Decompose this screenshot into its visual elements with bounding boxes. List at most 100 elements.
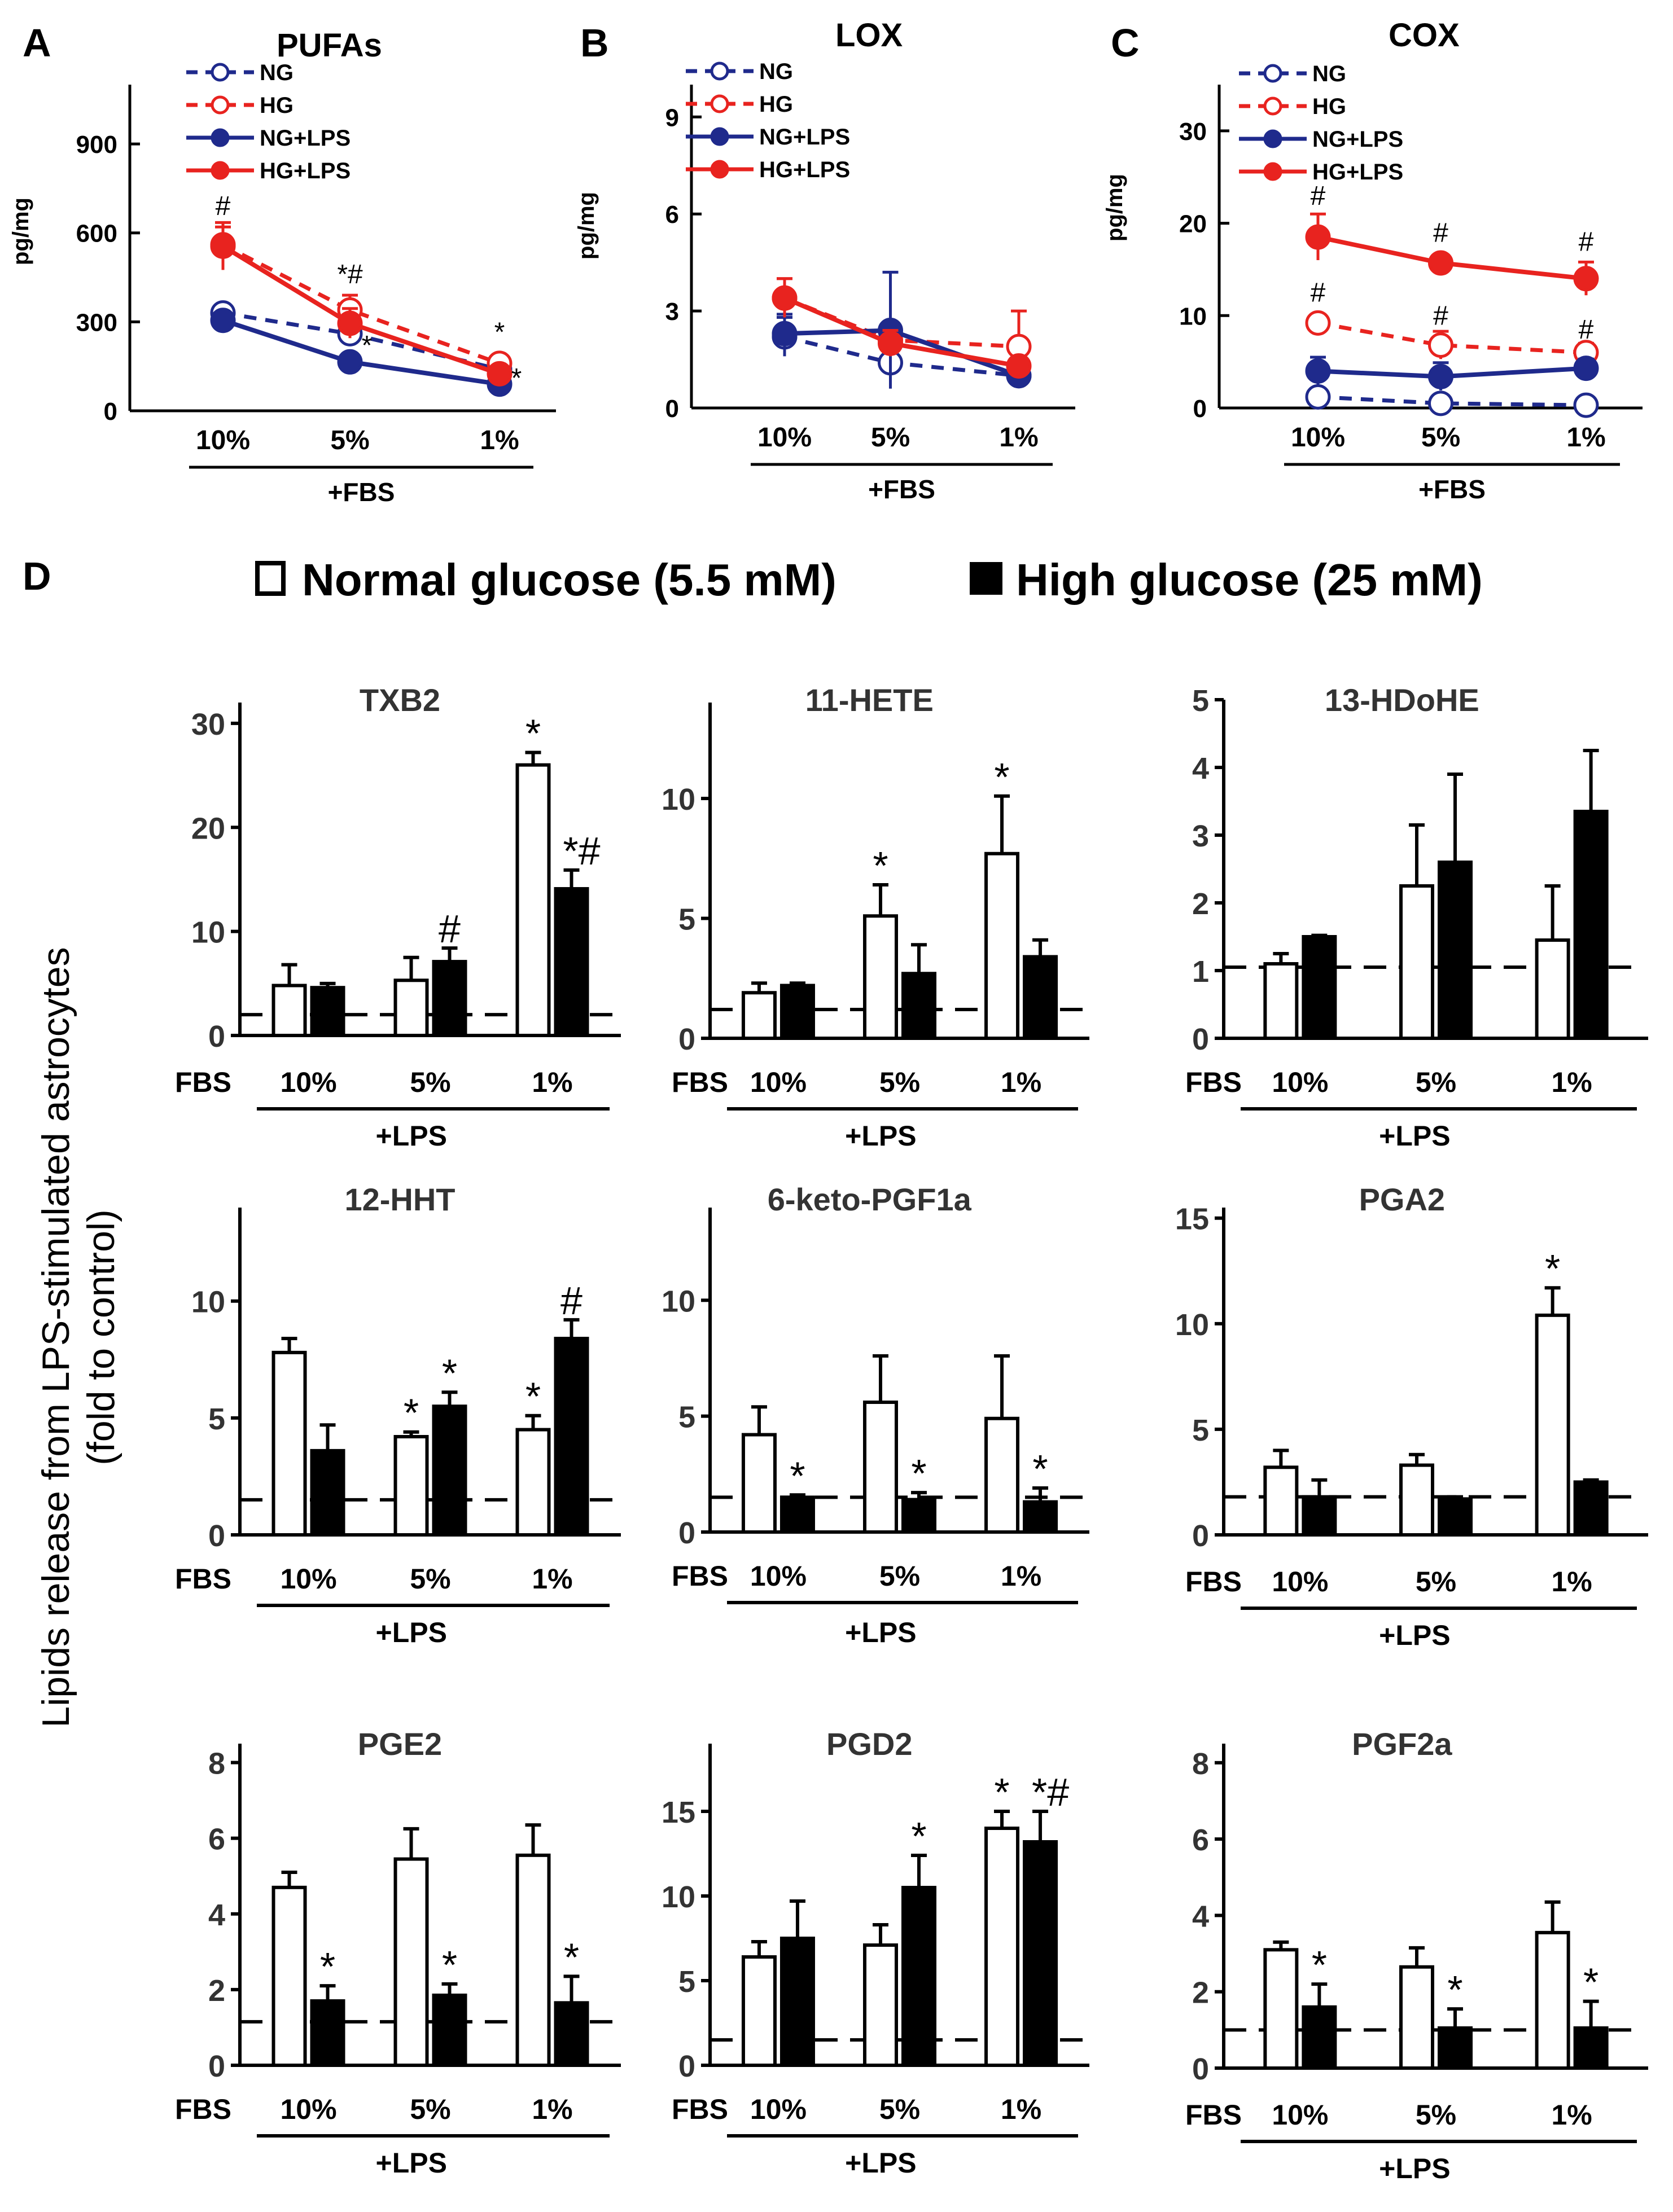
significance-mark: # — [1311, 181, 1326, 211]
x-tick-label: 1% — [1566, 423, 1605, 453]
y-tick-label: 0 — [1192, 1519, 1209, 1553]
bar-high-glucose — [901, 1886, 936, 2067]
bar-high-glucose — [1023, 1500, 1058, 1534]
y-tick-label: 300 — [76, 309, 117, 336]
x-tick-label: 10% — [750, 2094, 807, 2125]
data-point — [772, 285, 798, 311]
x-tick-label: 10% — [1291, 423, 1345, 453]
bar-normal-glucose — [515, 1853, 551, 2067]
line-panel-B: B LOX 0 3 6 9 pg/mg 10% 5% 1% +FBS NG HG NG+LPS HG+LPS — [574, 17, 1075, 504]
y-tick-label: 10 — [191, 916, 225, 950]
data-point — [1428, 363, 1453, 389]
y-axis-label: pg/mg — [574, 192, 599, 260]
data-point — [1305, 224, 1331, 250]
y-axis-label: pg/mg — [1102, 174, 1127, 242]
bar-normal-glucose — [1263, 962, 1299, 1040]
x-row-label: FBS — [175, 2094, 231, 2125]
significance-mark: * — [442, 1351, 457, 1395]
y-tick-label: 6 — [208, 1823, 225, 1856]
significance-mark: # — [1433, 301, 1448, 331]
x-group-label: +LPS — [1379, 1120, 1450, 1152]
panel-title: TXB2 — [360, 682, 440, 718]
legend-label-normal: Normal glucose (5.5 mM) — [302, 555, 836, 605]
panel-title: PGF2a — [1352, 1726, 1452, 1762]
significance-mark: * — [511, 363, 522, 393]
panel-title: 11-HETE — [805, 682, 934, 718]
significance-mark: * — [994, 1770, 1009, 1814]
bar-high-glucose — [779, 1937, 815, 2067]
y-tick-label: 0 — [1192, 2052, 1209, 2086]
x-tick-label: 5% — [1416, 2099, 1456, 2131]
y-tick-label: 10 — [1179, 302, 1207, 330]
bar-high-glucose — [310, 1449, 345, 1537]
y-tick-label: 0 — [665, 395, 679, 423]
y-tick-label: 3 — [665, 298, 679, 326]
data-point — [487, 361, 513, 387]
x-tick-label: 10% — [1272, 1566, 1328, 1597]
bar-high-glucose — [1302, 1495, 1337, 1537]
bar-panel-13-hdohe: 13-HDoHE 0 1 2 3 4 5 FBS 10% 5% 1% +LPS — [1185, 682, 1648, 1152]
bar-normal-glucose — [1535, 1313, 1570, 1537]
bar-normal-glucose — [271, 1885, 307, 2067]
x-group-label: +LPS — [376, 1120, 447, 1152]
y-tick-label: 4 — [208, 1898, 225, 1932]
y-tick-label: 15 — [1175, 1202, 1209, 1236]
bar-high-glucose — [1573, 1480, 1609, 1537]
bar-y-axis-title-line2: (fold to control) — [80, 1209, 122, 1465]
y-tick-label: 10 — [662, 783, 695, 817]
significance-mark: * — [320, 1945, 335, 1989]
panel-letter: A — [23, 21, 51, 65]
bar-high-glucose — [1302, 2005, 1337, 2070]
significance-mark: # — [1311, 278, 1326, 308]
bar-panel-pgf2a: PGF2a 0 2 4 6 8 * * * FBS 10% 5% 1% +LPS — [1185, 1726, 1648, 2184]
x-row-label: FBS — [1185, 1066, 1242, 1098]
y-tick-label: 30 — [191, 708, 225, 741]
bar-legend: Normal glucose (5.5 mM) High glucose (25… — [255, 555, 1483, 605]
bar-y-axis-title-line1: Lipids release from LPS-stimulated astro… — [34, 947, 77, 1727]
significance-mark: * — [442, 1943, 457, 1987]
bar-panel-pga2: PGA2 0 5 10 15 * FBS 10% 5% 1% +LPS — [1175, 1182, 1648, 1651]
significance-mark: * — [525, 712, 541, 756]
legend-marker — [211, 161, 230, 180]
x-tick-label: 10% — [750, 1066, 807, 1098]
y-tick-label: 5 — [1192, 1414, 1209, 1447]
bar-normal-glucose — [515, 1428, 551, 1537]
significance-mark: * — [1545, 1247, 1560, 1291]
bar-normal-glucose — [984, 1827, 1020, 2067]
panel-title: 6-keto-PGF1a — [768, 1182, 972, 1217]
x-tick-label: 5% — [410, 1563, 450, 1595]
legend-label: NG — [1312, 62, 1346, 86]
legend-label: NG — [260, 60, 294, 85]
x-tick-label: 1% — [532, 1563, 572, 1595]
data-point — [1305, 384, 1331, 410]
y-tick-label: 30 — [1179, 118, 1207, 146]
bar-high-glucose — [1438, 1497, 1473, 1537]
bar-panel-6-keto-pgf1a: 6-keto-PGF1a 0 5 10 * * * FBS 10% 5% 1% +LPS — [662, 1182, 1089, 1648]
data-point — [1573, 356, 1599, 381]
bar-normal-glucose — [1263, 1465, 1299, 1537]
x-tick-label: 1% — [1552, 1566, 1592, 1597]
legend-marker — [710, 160, 729, 179]
x-tick-label: 10% — [280, 2094, 336, 2125]
y-tick-label: 20 — [1179, 210, 1207, 238]
bar-panel-pgd2: PGD2 0 5 10 15 * * *# FBS 10% 5% 1% +LPS — [662, 1726, 1089, 2179]
legend-label: HG+LPS — [260, 159, 351, 183]
data-point — [1428, 250, 1453, 276]
bar-panel-pge2: PGE2 0 2 4 6 8 * * * FBS 10% 5% 1% +LPS — [175, 1726, 621, 2179]
x-group-label: +LPS — [376, 2147, 447, 2179]
significance-mark: * — [1032, 1447, 1048, 1491]
y-tick-label: 2 — [1192, 887, 1209, 921]
y-tick-label: 10 — [662, 1284, 695, 1318]
legend-swatch-high — [970, 562, 1002, 595]
data-point — [772, 321, 798, 346]
bar-normal-glucose — [1535, 938, 1570, 1040]
legend-label: HG — [759, 92, 793, 117]
x-group-label: +LPS — [1379, 1620, 1450, 1651]
significance-mark: *# — [1032, 1770, 1069, 1814]
significance-mark: * — [564, 1935, 579, 1979]
bar-high-glucose — [1573, 2026, 1609, 2070]
x-tick-label: 5% — [410, 2094, 450, 2125]
significance-mark: # — [216, 191, 231, 221]
significance-mark: # — [1579, 227, 1594, 257]
bar-normal-glucose — [984, 1416, 1020, 1534]
